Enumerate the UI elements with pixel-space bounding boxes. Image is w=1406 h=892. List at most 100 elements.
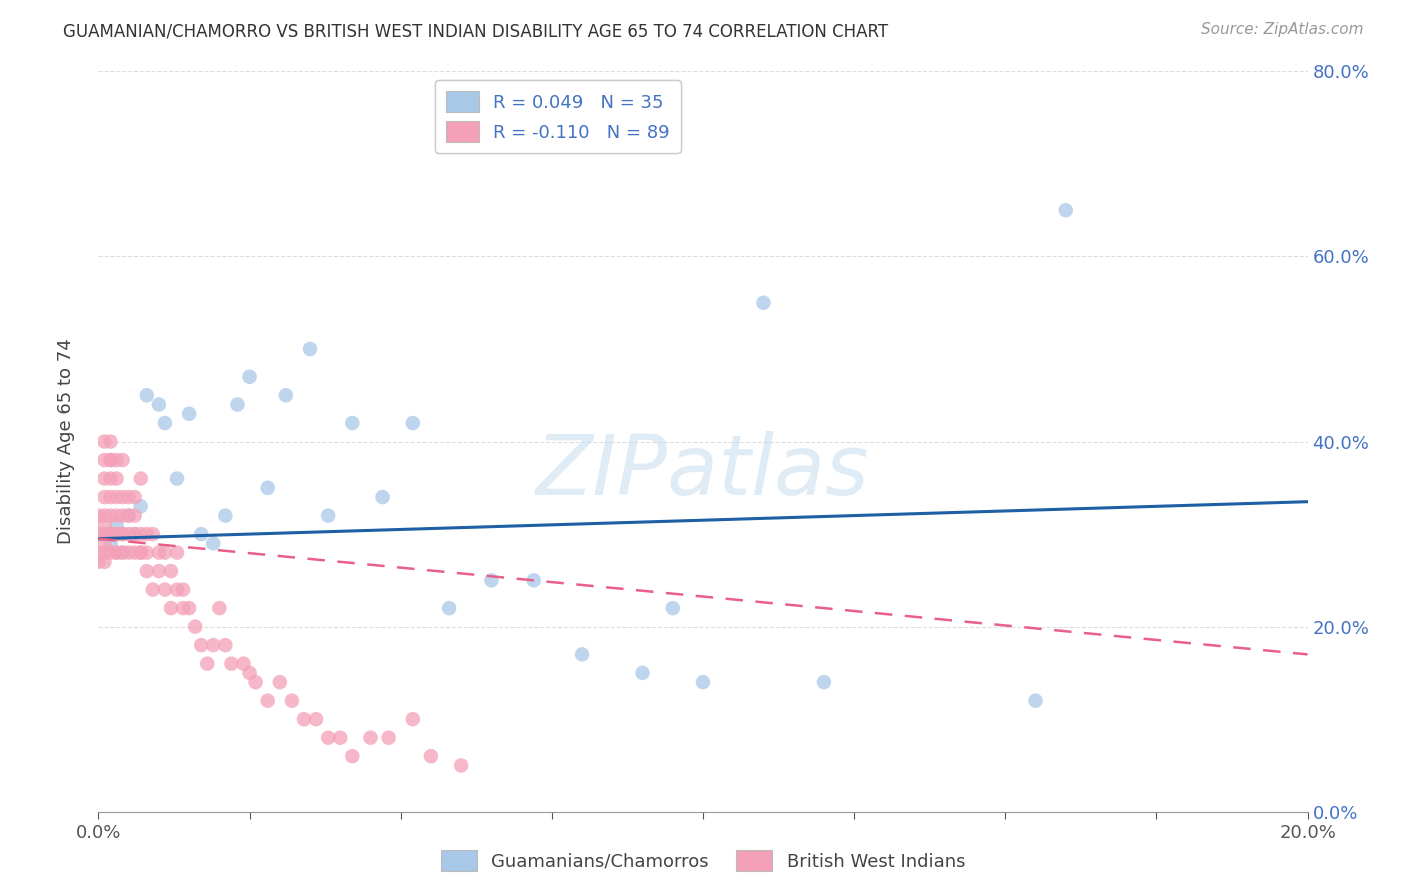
Point [100,527,122,541]
Point [342,749,364,764]
Point [135,527,157,541]
Point [105,545,128,560]
Point [1054,203,1077,218]
Point [124,527,146,541]
Point [329,731,352,745]
Point [105,545,128,560]
Point [245,675,267,690]
Point [316,731,339,745]
Point [160,564,183,578]
Point [87,555,110,569]
Point [172,582,194,597]
Point [523,574,546,588]
Point [129,545,152,560]
Point [100,434,122,449]
Point [316,508,339,523]
Point [813,675,835,690]
Point [118,508,141,523]
Point [153,416,176,430]
Point [402,712,425,726]
Point [87,508,110,523]
Point [135,564,157,578]
Point [142,582,165,597]
Point [214,508,236,523]
Point [105,527,128,541]
Point [232,657,254,671]
Point [124,527,146,541]
Point [661,601,683,615]
Point [111,527,134,541]
Point [100,490,122,504]
Point [160,601,183,615]
Point [87,527,110,541]
Point [402,416,425,430]
Point [450,758,472,772]
Text: Source: ZipAtlas.com: Source: ZipAtlas.com [1201,22,1364,37]
Point [305,712,328,726]
Point [274,388,297,402]
Point [631,665,654,680]
Point [124,490,146,504]
Point [135,388,157,402]
Point [111,545,134,560]
Point [100,453,122,467]
Point [281,694,304,708]
Point [226,398,249,412]
Point [118,508,141,523]
Point [148,564,170,578]
Point [93,453,115,467]
Point [129,545,152,560]
Point [118,527,141,541]
Point [752,295,775,310]
Point [221,657,243,671]
Point [100,527,122,541]
Point [100,545,122,560]
Point [105,472,128,486]
Point [153,582,176,597]
Point [195,657,218,671]
Point [202,638,225,652]
Point [105,527,128,541]
Point [179,601,201,615]
Point [184,619,207,633]
Y-axis label: Disability Age 65 to 74: Disability Age 65 to 74 [56,339,75,544]
Point [342,416,364,430]
Legend: R = 0.049   N = 35, R = -0.110   N = 89: R = 0.049 N = 35, R = -0.110 N = 89 [436,80,681,153]
Point [111,490,134,504]
Point [202,536,225,550]
Point [190,638,212,652]
Point [377,731,399,745]
Point [93,434,115,449]
Point [166,545,188,560]
Text: GUAMANIAN/CHAMORRO VS BRITISH WEST INDIAN DISABILITY AGE 65 TO 74 CORRELATION CH: GUAMANIAN/CHAMORRO VS BRITISH WEST INDIA… [63,22,889,40]
Point [179,407,201,421]
Text: ZIPatlas: ZIPatlas [536,431,870,512]
Point [299,342,322,356]
Point [142,527,165,541]
Point [371,490,394,504]
Point [111,453,134,467]
Point [135,545,157,560]
Point [100,527,122,541]
Point [105,517,128,532]
Point [124,508,146,523]
Point [105,508,128,523]
Point [153,545,176,560]
Point [93,517,115,532]
Point [292,712,315,726]
Point [1024,694,1046,708]
Point [118,545,141,560]
Point [166,472,188,486]
Point [87,545,110,560]
Point [256,694,278,708]
Point [93,472,115,486]
Point [129,527,152,541]
Point [239,369,262,384]
Point [256,481,278,495]
Point [93,527,115,541]
Point [93,508,115,523]
Point [111,527,134,541]
Point [93,527,115,541]
Point [93,490,115,504]
Point [93,555,115,569]
